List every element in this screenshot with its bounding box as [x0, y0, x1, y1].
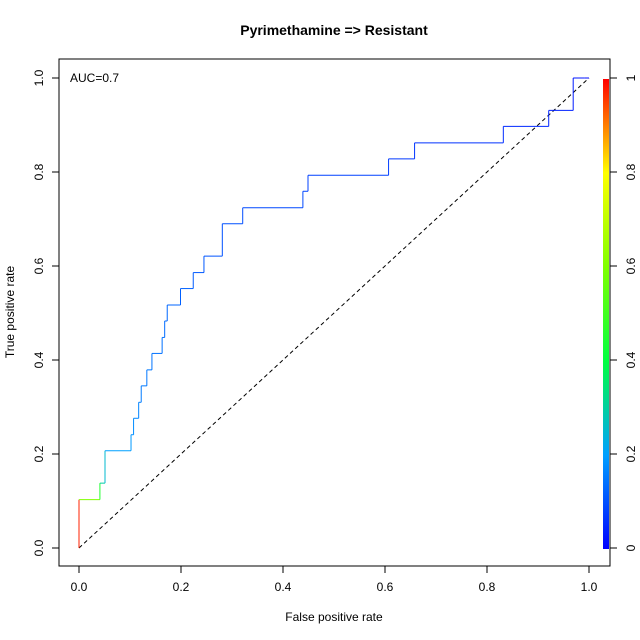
colorbar-tick-label: 0 — [624, 544, 638, 551]
x-tick-label: 0.8 — [479, 580, 496, 594]
colorbar-tick-label: 1 — [624, 74, 638, 81]
auc-annotation: AUC=0.7 — [70, 71, 119, 85]
y-tick-label: 0.2 — [32, 445, 46, 462]
y-axis-label: True positive rate — [3, 266, 17, 359]
colorbar-tick-label: 0.8 — [624, 163, 638, 180]
colorbar-tick-label: 0.6 — [624, 257, 638, 274]
colorbar-tick-label: 0.2 — [624, 445, 638, 462]
y-tick-label: 1.0 — [32, 69, 46, 86]
x-tick-label: 0.6 — [377, 580, 394, 594]
y-tick-label: 0.8 — [32, 163, 46, 180]
y-tick-label: 0.4 — [32, 351, 46, 368]
x-tick-label: 0.4 — [275, 580, 292, 594]
x-tick-label: 0.0 — [71, 580, 88, 594]
y-axis: 0.0 0.2 0.4 0.6 0.8 1.0 — [32, 69, 60, 556]
y-tick-label: 0.6 — [32, 257, 46, 274]
chance-diagonal — [78, 77, 590, 549]
y-tick-label: 0.0 — [32, 539, 46, 556]
colorbar-tick-label: 0.4 — [624, 351, 638, 368]
x-tick-label: 0.2 — [173, 580, 190, 594]
x-tick-label: 1.0 — [581, 580, 598, 594]
colorbar — [603, 79, 609, 549]
x-axis-label: False positive rate — [285, 610, 383, 624]
chart-title: Pyrimethamine => Resistant — [240, 22, 428, 38]
roc-curve — [78, 77, 589, 548]
x-axis: 0.0 0.2 0.4 0.6 0.8 1.0 — [71, 565, 598, 594]
colorbar-axis: 0 0.2 0.4 0.6 0.8 1 — [609, 74, 638, 551]
